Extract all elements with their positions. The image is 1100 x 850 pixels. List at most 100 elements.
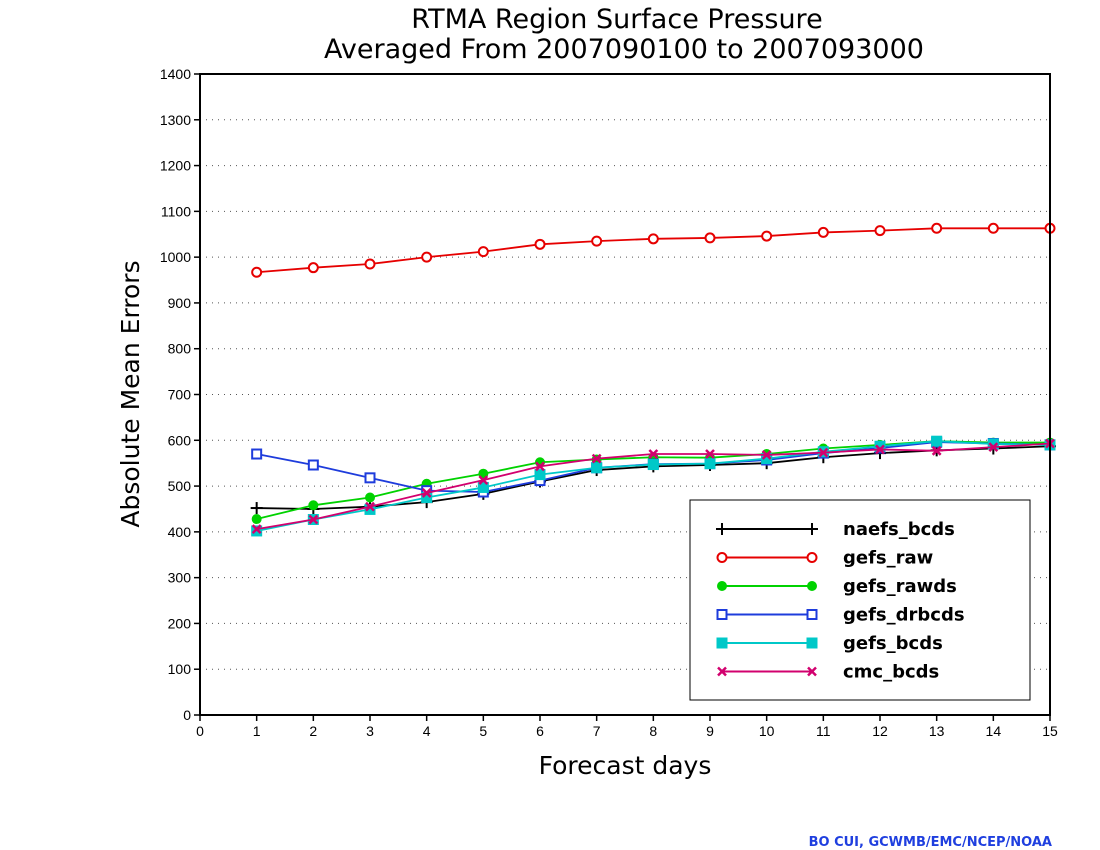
- data-point-gefs_drbcds: [364, 472, 376, 484]
- data-point-gefs_bcds: [251, 525, 263, 537]
- data-point-gefs_bcds: [364, 503, 376, 515]
- y-tick-label: 1400: [160, 66, 191, 82]
- x-tick-label: 12: [872, 723, 888, 739]
- data-point-gefs_raw: [761, 230, 773, 242]
- x-tick-label: 1: [253, 723, 261, 739]
- y-tick-label: 1100: [161, 203, 191, 219]
- legend-label: gefs_raw: [843, 548, 933, 569]
- data-point-naefs_bcds: [250, 502, 263, 515]
- data-point-cmc_bcds: [591, 453, 602, 464]
- x-tick-label: 9: [706, 723, 714, 739]
- legend-marker: [716, 609, 728, 620]
- y-tick-label: 700: [168, 387, 192, 403]
- data-point-gefs_bcds: [874, 440, 886, 452]
- data-point-gefs_rawds: [478, 468, 489, 479]
- data-point-cmc_bcds: [251, 524, 262, 534]
- data-point-cmc_bcds: [988, 442, 999, 453]
- y-axis-title: Absolute Mean Errors: [116, 260, 145, 527]
- legend: naefs_bcds gefs_raw gefs_rawds gefs_drbcdsg…: [689, 499, 1031, 701]
- y-tick-label: 1300: [160, 112, 191, 128]
- legend-marker: [807, 666, 817, 677]
- legend-marker: [806, 552, 818, 563]
- x-tick-label: 14: [986, 723, 1002, 739]
- legend-label: gefs_drbcds: [843, 605, 965, 626]
- chart-title: RTMA Region Surface Pressure: [411, 4, 822, 35]
- x-tick-label: 10: [759, 723, 775, 739]
- legend-marker: [716, 637, 728, 649]
- data-point-cmc_bcds: [818, 447, 829, 458]
- legend-box: [689, 499, 1031, 701]
- x-tick-label: 7: [593, 723, 601, 739]
- data-point-gefs_raw: [591, 235, 603, 247]
- data-point-gefs_bcds: [987, 438, 999, 450]
- data-point-gefs_raw: [647, 233, 659, 245]
- x-tick-label: 3: [366, 723, 374, 739]
- data-point-gefs_rawds: [365, 492, 375, 503]
- series-cmc_bcds: [251, 438, 1055, 534]
- x-tick-label: 2: [309, 723, 317, 739]
- y-tick-label: 100: [168, 661, 192, 677]
- data-point-cmc_bcds: [421, 488, 432, 498]
- data-point-gefs_bcds: [931, 435, 943, 447]
- data-point-gefs_drbcds: [307, 459, 319, 471]
- legend-marker: [717, 666, 727, 677]
- data-point-gefs_raw: [987, 222, 999, 234]
- data-point-cmc_bcds: [648, 449, 659, 459]
- data-point-gefs_raw: [364, 258, 376, 270]
- data-point-gefs_bcds: [704, 458, 716, 470]
- legend-item-gefs_rawds: gefs_rawds: [717, 576, 957, 597]
- y-tick-label: 600: [168, 432, 192, 448]
- x-axis-title: Forecast days: [539, 751, 712, 780]
- legend-item-cmc_bcds: cmc_bcds: [717, 662, 939, 683]
- data-point-gefs_bcds: [534, 469, 546, 481]
- data-point-gefs_raw: [307, 262, 319, 274]
- x-tick-label: 6: [536, 723, 544, 739]
- legend-item-gefs_bcds: gefs_bcds: [716, 633, 943, 654]
- y-tick-label: 0: [183, 707, 191, 723]
- legend-marker: [807, 581, 817, 591]
- data-point-gefs_raw: [931, 222, 943, 234]
- y-tick-label: 1200: [160, 158, 191, 174]
- legend-label: gefs_rawds: [843, 576, 957, 597]
- axis-ticks: 0100200300400500600700800900100011001200…: [160, 66, 1058, 739]
- legend-marker: [806, 609, 818, 620]
- y-tick-label: 300: [168, 570, 192, 586]
- legend-label: cmc_bcds: [843, 662, 939, 683]
- data-point-gefs_bcds: [477, 481, 489, 493]
- legend-item-gefs_drbcds: gefs_drbcds: [716, 605, 965, 626]
- x-tick-label: 11: [816, 723, 831, 739]
- x-tick-label: 4: [423, 723, 431, 739]
- data-point-gefs_raw: [251, 266, 263, 278]
- data-point-cmc_bcds: [761, 450, 772, 460]
- y-tick-label: 500: [168, 478, 192, 494]
- x-tick-label: 13: [929, 723, 945, 739]
- legend-label: naefs_bcds: [843, 519, 955, 540]
- data-point-gefs_raw: [817, 226, 829, 238]
- y-tick-label: 400: [168, 524, 192, 540]
- x-tick-label: 0: [196, 723, 204, 739]
- legend-item-naefs_bcds: naefs_bcds: [716, 519, 955, 540]
- legend-label: gefs_bcds: [843, 633, 943, 654]
- data-point-cmc_bcds: [365, 501, 375, 512]
- legend-marker: [717, 581, 727, 591]
- legend-item-gefs_raw: gefs_raw: [716, 548, 933, 569]
- y-tick-label: 900: [168, 295, 192, 311]
- data-point-cmc_bcds: [308, 514, 319, 525]
- data-point-gefs_raw: [477, 246, 489, 258]
- data-point-gefs_raw: [874, 225, 886, 237]
- legend-marker: [716, 523, 728, 535]
- data-point-cmc_bcds: [931, 445, 942, 456]
- legend-marker: [716, 552, 728, 563]
- plot-series: [250, 222, 1056, 537]
- data-point-gefs_bcds: [647, 459, 659, 471]
- legend-marker: [806, 637, 818, 649]
- x-tick-label: 15: [1042, 723, 1058, 739]
- data-point-gefs_raw: [421, 251, 433, 263]
- y-tick-label: 200: [168, 615, 192, 631]
- data-point-gefs_rawds: [308, 500, 319, 511]
- data-point-cmc_bcds: [875, 444, 885, 455]
- y-tick-label: 1000: [160, 249, 191, 265]
- data-point-gefs_raw: [704, 232, 716, 244]
- data-point-gefs_drbcds: [251, 448, 263, 460]
